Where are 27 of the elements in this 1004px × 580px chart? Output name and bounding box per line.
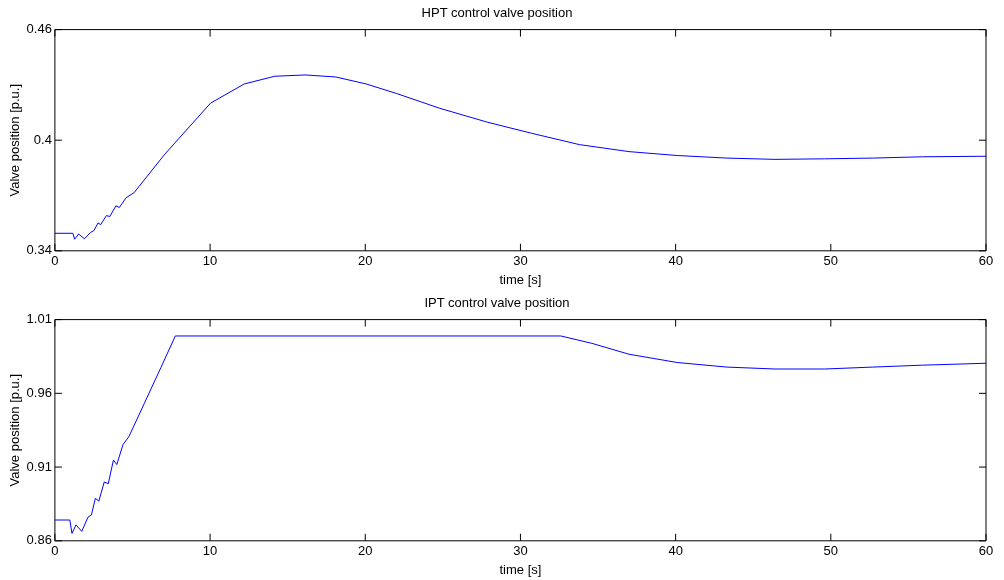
chart-title: HPT control valve position [421, 5, 573, 21]
x-tick-label: 10 [202, 253, 218, 269]
x-tick-label: 60 [978, 253, 994, 269]
y-tick-label: 0.86 [26, 532, 52, 548]
x-tick-label: 50 [823, 543, 839, 559]
y-tick-label: 0.91 [26, 458, 52, 474]
x-tick-label: 20 [358, 543, 373, 559]
x-tick-label: 0 [51, 543, 59, 559]
x-tick-label: 60 [978, 543, 994, 559]
x-tick-label: 0 [51, 253, 59, 269]
x-tick-label: 40 [668, 543, 683, 559]
x-tick-label: 50 [823, 253, 839, 269]
y-axis-title: Valve position [p.u.] [7, 83, 23, 197]
x-tick-label: 10 [202, 543, 218, 559]
y-tick-label: 0.96 [26, 384, 52, 400]
y-tick-label: 1.01 [26, 311, 52, 327]
y-axis-title: Valve position [p.u.] [7, 373, 23, 487]
x-axis-title: time [s] [499, 271, 542, 287]
x-tick-label: 20 [358, 253, 373, 269]
x-tick-label: 30 [513, 253, 528, 269]
y-tick-label: 0.46 [26, 21, 52, 37]
x-tick-label: 40 [668, 253, 683, 269]
x-tick-label: 30 [513, 543, 528, 559]
x-axis-title: time [s] [499, 561, 542, 577]
y-tick-label: 0.4 [33, 131, 52, 147]
y-tick-label: 0.34 [26, 242, 52, 258]
chart-title: IPT control valve position [424, 295, 570, 311]
